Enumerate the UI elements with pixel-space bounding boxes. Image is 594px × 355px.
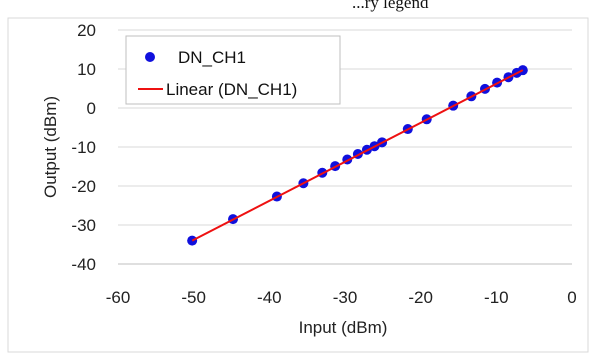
y-tick-label: -40 bbox=[71, 255, 96, 274]
legend-label-series: DN_CH1 bbox=[178, 48, 246, 67]
y-tick-label: 0 bbox=[87, 99, 96, 118]
legend[interactable]: DN_CH1 Linear (DN_CH1) bbox=[125, 35, 341, 105]
x-tick-label: -30 bbox=[333, 288, 358, 307]
legend-marker-icon bbox=[145, 52, 155, 62]
top-partial-text: ...ry legend bbox=[352, 0, 429, 12]
gridlines bbox=[118, 29, 572, 265]
y-axis-label: Output (dBm) bbox=[41, 96, 60, 198]
x-tick-label: -60 bbox=[106, 288, 131, 307]
x-tick-label: -40 bbox=[257, 288, 282, 307]
y-tick-label: 10 bbox=[77, 60, 96, 79]
trendline-layer bbox=[191, 69, 524, 242]
trendline bbox=[191, 69, 524, 242]
y-tick-label: -10 bbox=[71, 138, 96, 157]
legend-label-trendline: Linear (DN_CH1) bbox=[166, 80, 297, 99]
x-tick-label: -20 bbox=[408, 288, 433, 307]
x-tick-label: -50 bbox=[181, 288, 206, 307]
legend-box bbox=[125, 35, 341, 105]
y-tick-label: -30 bbox=[71, 216, 96, 235]
y-tick-label: 20 bbox=[77, 21, 96, 40]
x-tick-label: 0 bbox=[567, 288, 576, 307]
x-tick-labels: -60 -50 -40 -30 -20 -10 0 bbox=[106, 288, 577, 307]
x-tick-label: -10 bbox=[484, 288, 509, 307]
y-tick-labels: -40 -30 -20 -10 0 10 20 bbox=[71, 21, 96, 274]
x-axis-label: Input (dBm) bbox=[299, 318, 388, 337]
y-tick-label: -20 bbox=[71, 177, 96, 196]
